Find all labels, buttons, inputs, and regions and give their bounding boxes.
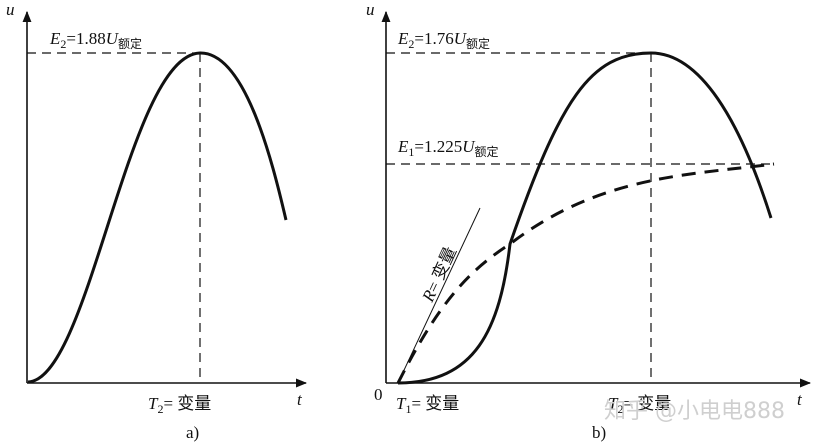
- panel-b-exponential-curve: [396, 162, 775, 384]
- panel-b-t2-label: T2= 变量: [608, 394, 671, 416]
- panel-a-period-label: T2= 变量: [148, 394, 211, 416]
- panel-b-voltage-curve: [397, 51, 773, 385]
- panel-b-t1-label: T1= 变量: [396, 394, 459, 416]
- panel-b-tangent-label: R= 变量: [418, 244, 460, 306]
- panel-a-x-axis-label: t: [297, 390, 303, 409]
- panel-b-peak-label: E2=1.76U额定: [397, 29, 490, 51]
- panel-a: u t E2=1.88U额定 T2= 变量 a): [6, 0, 308, 442]
- panel-a-caption: a): [186, 423, 199, 442]
- panel-b-caption: b): [592, 423, 606, 442]
- panel-a-peak-label: E2=1.88U额定: [49, 29, 142, 51]
- panel-a-y-axis-label: u: [6, 0, 15, 19]
- panel-b-e1-label: E1=1.225U额定: [397, 137, 499, 159]
- panel-b-origin-label: 0: [374, 385, 383, 404]
- panel-a-voltage-curve: [27, 51, 288, 384]
- panel-b-y-axis-label: u: [366, 0, 375, 19]
- watermark: 知乎 @小电电888: [604, 399, 785, 424]
- panel-b-x-axis-label: t: [797, 390, 803, 409]
- panel-b: u t 0 E2=1.76U额定 E1=1.225U额定 R= 变量 T1= 变…: [366, 0, 812, 442]
- panel-b-tangent-line: [397, 207, 481, 384]
